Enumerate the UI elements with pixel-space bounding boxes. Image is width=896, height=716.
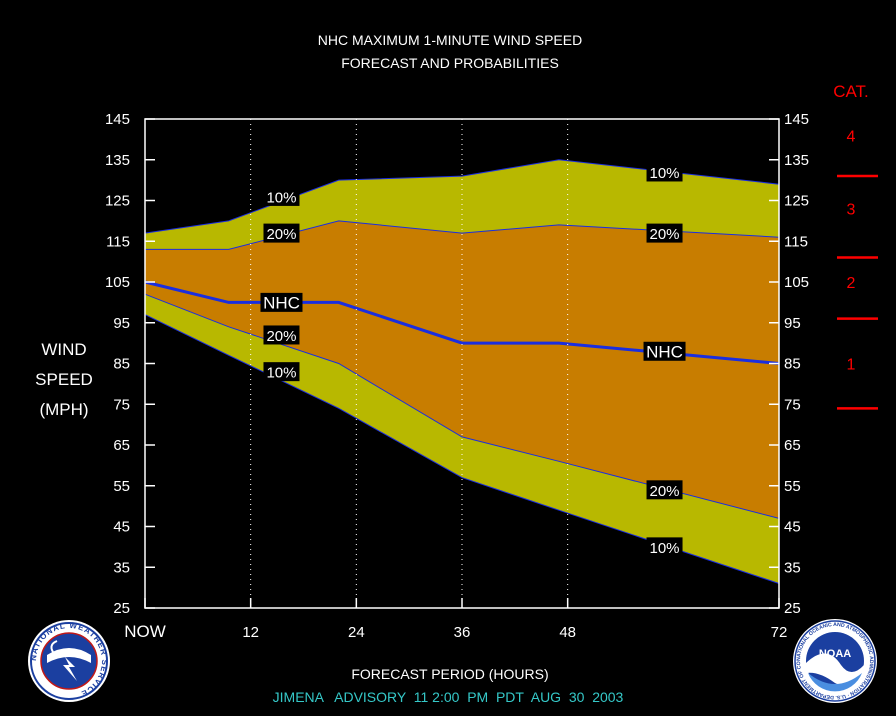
- y-tick-label-left: 145: [105, 111, 130, 128]
- series-label-box: [263, 362, 300, 382]
- wave-icon: [808, 673, 862, 692]
- series-label: 10%: [650, 540, 680, 557]
- series-label-box: [263, 325, 300, 345]
- category-label: 1: [847, 357, 856, 374]
- y-tick-label-right: 35: [784, 559, 801, 576]
- y-tick-label-right: 25: [784, 600, 801, 617]
- y-tick-label-left: 25: [113, 600, 130, 617]
- series-label: 10%: [266, 365, 296, 382]
- series-label-box: [646, 537, 683, 557]
- y-tick-label-right: 45: [784, 519, 801, 536]
- line-10-percent-lower: [144, 314, 780, 584]
- series-labels: 10% 20% NHC 20% 10% 10% 20% NHC 20% 10%: [260, 162, 686, 557]
- series-label: 10%: [650, 165, 680, 182]
- series-label: NHC: [263, 293, 300, 312]
- y-tick-label-right: 125: [784, 193, 809, 210]
- series-label-box: [646, 162, 683, 182]
- y-tick-label-left: 65: [113, 437, 130, 454]
- lightning-icon: [63, 657, 77, 681]
- y-tick-label-right: 95: [784, 315, 801, 332]
- y-tick-label-left: 85: [113, 356, 130, 373]
- chart-title: NHC MAXIMUM 1-MINUTE WIND SPEED: [318, 32, 582, 48]
- y-tick-label-left: 55: [113, 478, 130, 495]
- y-tick-label-left: 125: [105, 193, 130, 210]
- category-scale: CAT. 4 3 2 1: [833, 82, 878, 410]
- y-tick-label-right: 75: [784, 396, 801, 413]
- y-tick-label-right: 145: [784, 111, 809, 128]
- advisory-footer: JIMENA ADVISORY 11 2:00 PM PDT AUG 30 20…: [273, 689, 624, 705]
- line-10-percent-upper: [144, 159, 780, 234]
- series-label-box: [646, 480, 683, 500]
- line-20-percent-upper: [145, 220, 780, 250]
- line-20-percent-lower: [144, 293, 780, 519]
- noaa-logo: NOAA NATIONAL OCEANIC AND ATMOSPHERIC AD…: [793, 619, 877, 703]
- y-tick-label-right: 115: [784, 233, 808, 250]
- axes: 25 25 35 35 45 45 55 55 65 65 75 75 85 85 95 95 105 105 11…: [105, 111, 809, 641]
- x-tick-label: 48: [559, 624, 576, 641]
- series-label-box: [643, 341, 686, 361]
- bird-icon: [806, 653, 864, 686]
- y-tick-label-left: 105: [105, 274, 130, 291]
- category-label: 2: [847, 275, 856, 292]
- cloud-icon: [47, 648, 91, 663]
- y-axis-title-line-3: (MPH): [39, 400, 88, 419]
- y-tick-label-right: 85: [784, 356, 801, 373]
- category-label: 4: [847, 128, 856, 145]
- series-label: 20%: [650, 483, 680, 500]
- series-label: 20%: [266, 328, 296, 345]
- nws-logo: NATIONAL WEATHER SERVICE: [28, 620, 110, 702]
- y-axis-title-line-1: WIND: [41, 340, 86, 359]
- y-tick-label-right: 65: [784, 437, 801, 454]
- x-tick-label: NOW: [124, 622, 166, 641]
- series-label-box: [263, 223, 300, 243]
- category-header: CAT.: [833, 82, 869, 101]
- x-axis-title: FORECAST PERIOD (HOURS): [351, 666, 548, 682]
- line-nhc-forecast: [144, 280, 780, 365]
- y-tick-label-left: 95: [113, 315, 130, 332]
- y-tick-label-right: 105: [784, 274, 809, 291]
- y-tick-label-right: 55: [784, 478, 801, 495]
- y-axis-title: WIND SPEED (MPH): [35, 340, 93, 419]
- y-tick-label-left: 75: [113, 396, 130, 413]
- x-tick-label: 36: [454, 624, 471, 641]
- y-tick-label-left: 35: [113, 559, 130, 576]
- y-tick-label-left: 135: [105, 152, 130, 169]
- noaa-logo-text: NOAA: [819, 648, 851, 660]
- series-label-box: [260, 292, 303, 312]
- x-tick-label: 12: [242, 624, 259, 641]
- y-axis-title-line-2: SPEED: [35, 370, 93, 389]
- x-tick-label: 24: [348, 624, 365, 641]
- series-label: 20%: [266, 226, 296, 243]
- category-label: 3: [847, 202, 856, 219]
- x-tick-label: 72: [771, 624, 788, 641]
- series-label: 20%: [650, 226, 680, 243]
- y-tick-label-right: 135: [784, 152, 809, 169]
- y-tick-label-left: 45: [113, 519, 130, 536]
- series-label-box: [646, 223, 683, 243]
- y-tick-label-left: 115: [106, 233, 130, 250]
- series-label: 10%: [266, 189, 296, 206]
- series-label-box: [263, 186, 300, 206]
- series-label: NHC: [646, 342, 683, 361]
- chart-subtitle: FORECAST AND PROBABILITIES: [341, 55, 559, 71]
